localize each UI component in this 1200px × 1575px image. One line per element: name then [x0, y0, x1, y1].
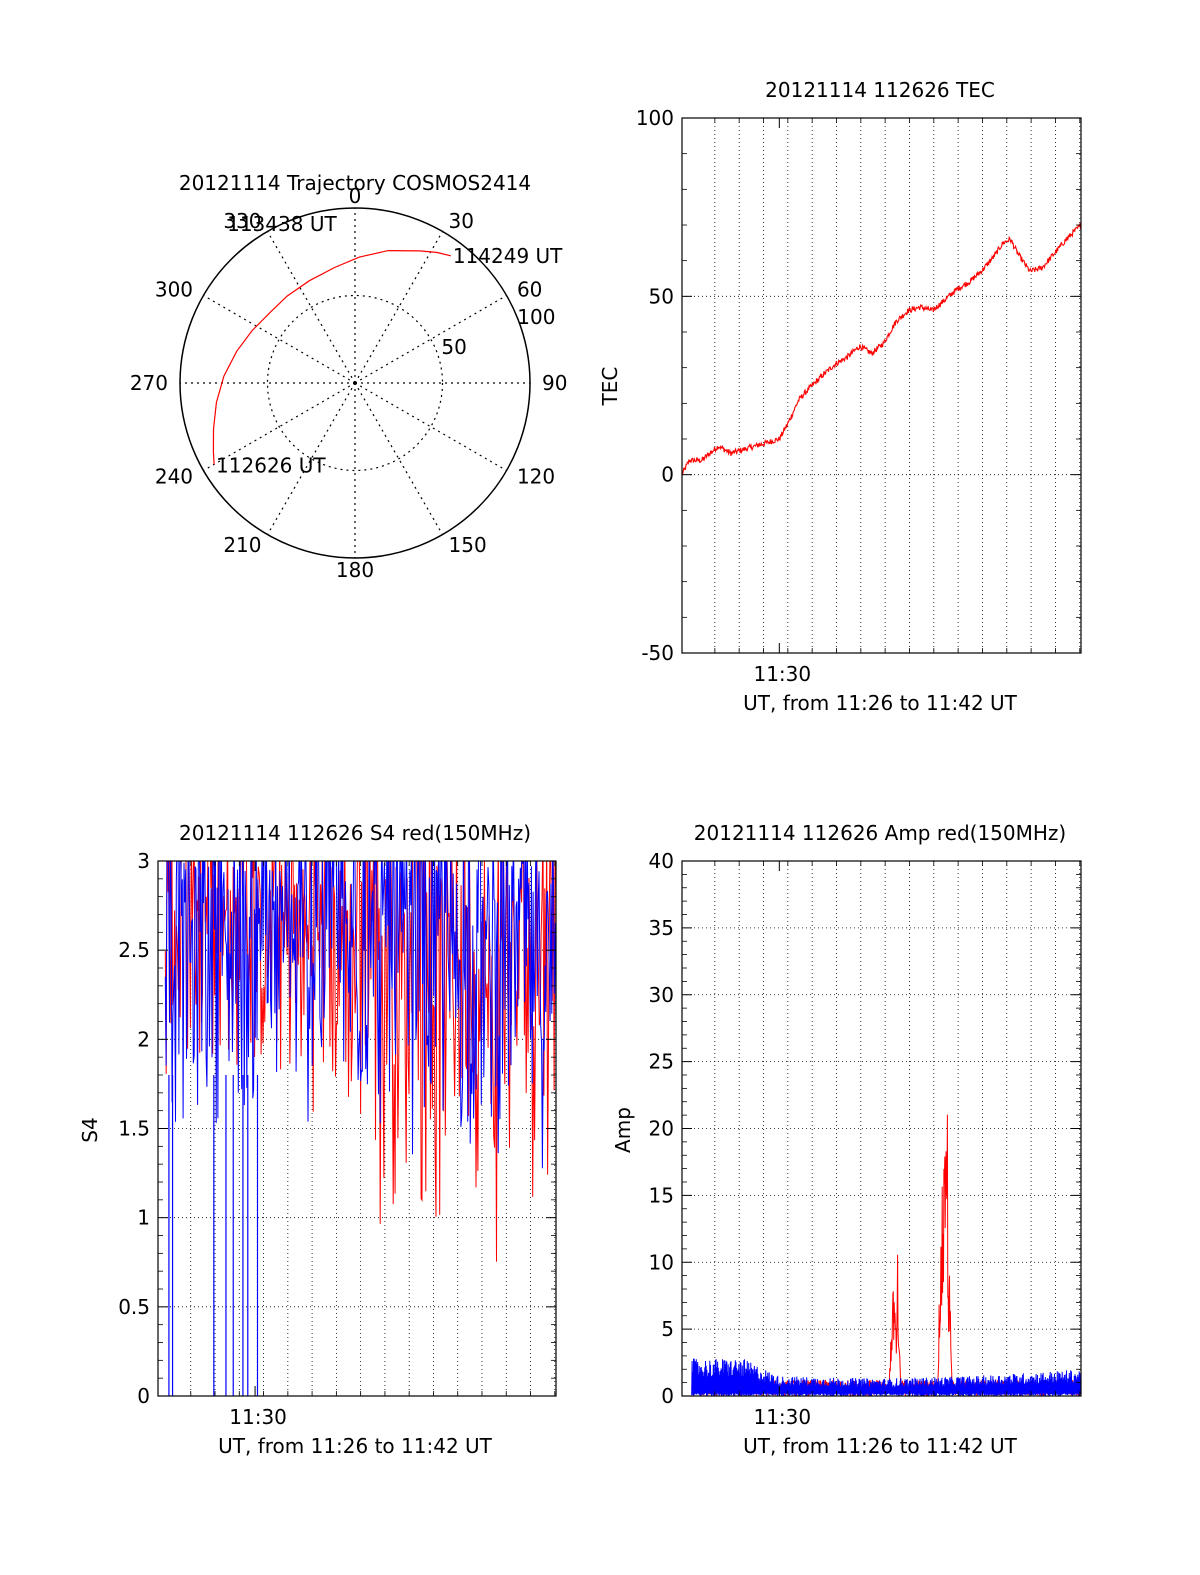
- y-tick-label: 20: [649, 1117, 674, 1141]
- trajectory-time-label: 114249 UT: [453, 244, 563, 268]
- trajectory-time-label: 113438 UT: [227, 212, 337, 236]
- polar-outer-circle: [179, 207, 531, 559]
- y-tick-label: 0.5: [118, 1295, 150, 1319]
- polar-spoke-240: [203, 382, 356, 472]
- y-tick-label: 40: [649, 849, 674, 873]
- y-tick-label: 1.5: [118, 1117, 150, 1141]
- amp-panel: 20121114 112626 Amp red(150MHz) Amp UT, …: [611, 821, 1082, 1458]
- azimuth-label-330: 330: [223, 209, 261, 233]
- x-tick-label: 11:30: [229, 1405, 287, 1429]
- azimuth-label-0: 0: [349, 184, 362, 208]
- amp-xlabel: UT, from 11:26 to 11:42 UT: [743, 1434, 1018, 1458]
- y-tick-label: 35: [649, 916, 674, 940]
- tec-xlabel: UT, from 11:26 to 11:42 UT: [743, 691, 1018, 715]
- polar-ring-50: [266, 294, 444, 472]
- plot-frame: [681, 117, 1082, 654]
- polar-spoke-300: [203, 294, 356, 384]
- y-tick-label: 50: [649, 284, 674, 308]
- y-tick-label: 5: [661, 1317, 674, 1341]
- radial-label-100: 100: [517, 305, 555, 329]
- s4-panel: 20121114 112626 S4 red(150MHz) S4 UT, fr…: [78, 821, 557, 1458]
- azimuth-label-240: 240: [155, 465, 193, 489]
- polar-spoke-210: [266, 382, 356, 535]
- polar-spoke-150: [354, 382, 444, 535]
- tec-title: 20121114 112626 TEC: [765, 78, 995, 102]
- polar-spoke-30: [354, 231, 444, 384]
- azimuth-label-300: 300: [155, 278, 193, 302]
- x-tick-label: 11:30: [753, 662, 811, 686]
- azimuth-label-150: 150: [449, 533, 487, 557]
- amp-series-blue: [691, 1358, 1082, 1397]
- polar-grid: [180, 208, 530, 558]
- azimuth-label-120: 120: [517, 465, 555, 489]
- s4-xlabel: UT, from 11:26 to 11:42 UT: [218, 1434, 493, 1458]
- radial-label-50: 50: [441, 335, 466, 359]
- s4-ylabel: S4: [78, 1117, 102, 1142]
- y-tick-label: -50: [641, 641, 674, 665]
- polar-spoke-60: [354, 294, 507, 384]
- y-tick-label: 25: [649, 1050, 674, 1074]
- y-tick-label: 2.5: [118, 938, 150, 962]
- polar-spoke-120: [354, 382, 507, 472]
- s4-plot-area: [164, 861, 556, 1396]
- azimuth-label-210: 210: [223, 533, 261, 557]
- polar-trajectory-panel: 20121114 Trajectory COSMOS2414 0 30 60 90 12…: [130, 171, 568, 582]
- amp-ylabel: Amp: [611, 1107, 635, 1153]
- trajectory-time-label: 112626 UT: [216, 453, 326, 477]
- azimuth-label-270: 270: [130, 371, 168, 395]
- amp-title: 20121114 112626 Amp red(150MHz): [694, 821, 1066, 845]
- grid: [682, 118, 1081, 653]
- trajectory-annotations: 112626 UT 113438 UT 114249 UT: [216, 212, 563, 477]
- x-tick-label: 11:30: [753, 1405, 811, 1429]
- polar-labels: 0 30 60 90 120 150 180 210 240 270 300 330 50 100: [130, 184, 568, 582]
- y-tick-label: 30: [649, 983, 674, 1007]
- tec-series-line: [682, 221, 1082, 476]
- azimuth-label-90: 90: [542, 371, 567, 395]
- y-tick-label: 2: [137, 1027, 150, 1051]
- y-tick-label: 0: [661, 1384, 674, 1408]
- y-tick-label: 0: [661, 463, 674, 487]
- y-tick-label: 10: [649, 1250, 674, 1274]
- polar-spoke-330: [266, 231, 356, 384]
- polar-title: 20121114 Trajectory COSMOS2414: [179, 171, 531, 195]
- azimuth-label-30: 30: [449, 209, 474, 233]
- y-tick-label: 15: [649, 1183, 674, 1207]
- s4-title: 20121114 112626 S4 red(150MHz): [179, 821, 531, 845]
- azimuth-label-60: 60: [517, 278, 542, 302]
- grid: [682, 861, 1081, 1396]
- y-tick-label: 0: [137, 1384, 150, 1408]
- tec-panel: 20121114 112626 TEC TEC UT, from 11:26 t…: [598, 78, 1082, 715]
- azimuth-label-180: 180: [336, 558, 374, 582]
- y-tick-label: 3: [137, 849, 150, 873]
- tec-ylabel: TEC: [598, 367, 622, 407]
- s4-series-blue: [164, 861, 556, 1169]
- y-tick-label: 1: [137, 1206, 150, 1230]
- y-tick-label: 100: [636, 106, 674, 130]
- trajectory-track: [212, 249, 451, 465]
